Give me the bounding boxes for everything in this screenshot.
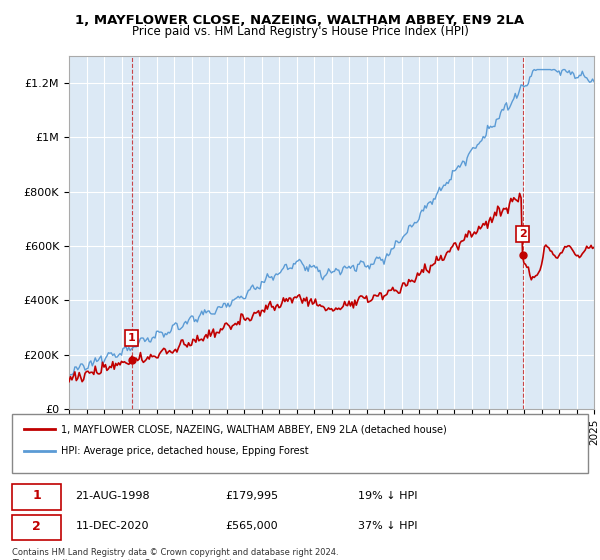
- Text: 37% ↓ HPI: 37% ↓ HPI: [358, 521, 417, 531]
- Text: 1, MAYFLOWER CLOSE, NAZEING, WALTHAM ABBEY, EN9 2LA (detached house): 1, MAYFLOWER CLOSE, NAZEING, WALTHAM ABB…: [61, 424, 447, 434]
- Text: Price paid vs. HM Land Registry's House Price Index (HPI): Price paid vs. HM Land Registry's House …: [131, 25, 469, 38]
- Text: 19% ↓ HPI: 19% ↓ HPI: [358, 491, 417, 501]
- FancyBboxPatch shape: [12, 414, 588, 473]
- Text: £179,995: £179,995: [225, 491, 278, 501]
- FancyBboxPatch shape: [12, 515, 61, 540]
- Text: 11-DEC-2020: 11-DEC-2020: [76, 521, 149, 531]
- Text: £565,000: £565,000: [225, 521, 278, 531]
- Text: 1, MAYFLOWER CLOSE, NAZEING, WALTHAM ABBEY, EN9 2LA: 1, MAYFLOWER CLOSE, NAZEING, WALTHAM ABB…: [76, 14, 524, 27]
- Text: 1: 1: [32, 489, 41, 502]
- Text: Contains HM Land Registry data © Crown copyright and database right 2024.
This d: Contains HM Land Registry data © Crown c…: [12, 548, 338, 560]
- Text: 2: 2: [32, 520, 41, 533]
- Text: 2: 2: [518, 228, 526, 239]
- Text: HPI: Average price, detached house, Epping Forest: HPI: Average price, detached house, Eppi…: [61, 446, 308, 456]
- Text: 21-AUG-1998: 21-AUG-1998: [76, 491, 150, 501]
- Text: 1: 1: [128, 333, 136, 343]
- FancyBboxPatch shape: [12, 484, 61, 510]
